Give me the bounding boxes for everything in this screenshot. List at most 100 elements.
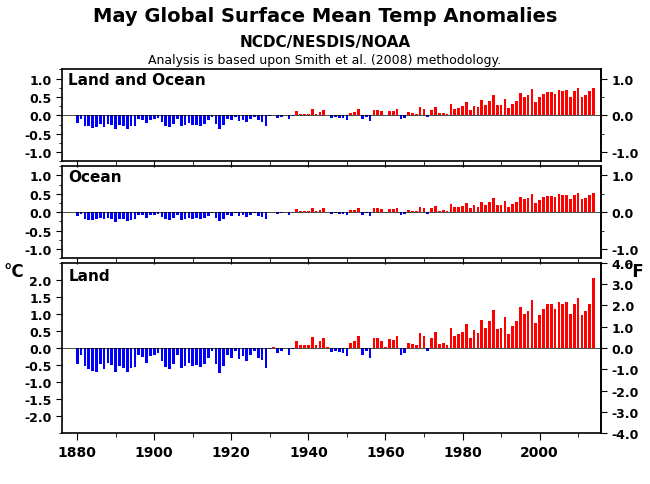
Bar (157, 348, 159, 353)
Bar (134, 348, 136, 368)
Bar (137, 212, 140, 215)
Bar (338, 212, 341, 214)
Bar (496, 106, 499, 116)
Bar (122, 212, 125, 220)
Bar (265, 116, 267, 127)
Bar (419, 333, 421, 348)
Bar (134, 116, 136, 126)
Bar (164, 116, 167, 127)
Bar (99, 348, 101, 364)
Bar (141, 116, 144, 121)
Bar (569, 200, 572, 212)
Bar (315, 346, 317, 348)
Bar (523, 200, 526, 212)
Bar (118, 116, 121, 126)
Bar (265, 212, 267, 220)
Bar (369, 348, 371, 359)
Bar (458, 208, 460, 212)
Bar (218, 212, 221, 222)
Bar (573, 92, 576, 116)
Bar (554, 197, 556, 212)
Bar (238, 348, 240, 359)
Bar (554, 309, 556, 348)
Bar (149, 348, 151, 356)
Text: Land: Land (68, 269, 110, 284)
Bar (261, 212, 263, 217)
Bar (195, 212, 198, 219)
Bar (245, 348, 248, 361)
Bar (450, 205, 452, 212)
Bar (114, 348, 117, 372)
Bar (558, 195, 560, 212)
Bar (434, 333, 437, 348)
Bar (484, 205, 487, 212)
Bar (122, 348, 125, 368)
Bar (87, 348, 90, 370)
Bar (350, 344, 352, 348)
Bar (311, 209, 313, 212)
Bar (307, 115, 310, 116)
Bar (534, 203, 537, 212)
Bar (361, 212, 364, 215)
Bar (473, 106, 475, 116)
Bar (76, 212, 79, 216)
Bar (242, 348, 244, 356)
Bar (461, 332, 464, 348)
Bar (176, 116, 179, 120)
Bar (407, 211, 410, 212)
Bar (230, 212, 233, 216)
Bar (157, 116, 159, 119)
Bar (103, 212, 105, 220)
Bar (592, 279, 595, 348)
Bar (296, 112, 298, 116)
Bar (430, 111, 433, 116)
Bar (303, 346, 306, 348)
Bar (546, 305, 549, 348)
Bar (554, 95, 556, 116)
Bar (288, 116, 291, 120)
Bar (558, 302, 560, 348)
Bar (461, 107, 464, 116)
Bar (419, 108, 421, 116)
Bar (538, 315, 541, 348)
Bar (426, 212, 429, 214)
Bar (396, 208, 398, 212)
Bar (588, 92, 591, 116)
Bar (422, 208, 425, 212)
Bar (211, 116, 213, 118)
Bar (534, 103, 537, 116)
Bar (480, 101, 483, 116)
Bar (480, 320, 483, 348)
Bar (434, 107, 437, 116)
Bar (519, 197, 522, 212)
Bar (512, 105, 514, 116)
Bar (488, 202, 491, 212)
Bar (508, 207, 510, 212)
Bar (272, 347, 275, 348)
Bar (99, 212, 101, 218)
Bar (222, 116, 225, 126)
Bar (426, 116, 429, 118)
Bar (392, 340, 395, 348)
Bar (180, 348, 183, 368)
Bar (492, 198, 495, 212)
Bar (180, 116, 183, 127)
Bar (261, 116, 263, 122)
Bar (118, 212, 121, 220)
Bar (257, 348, 259, 358)
Bar (512, 327, 514, 348)
Bar (83, 116, 86, 126)
Bar (566, 91, 568, 116)
Bar (376, 209, 379, 212)
Bar (191, 348, 194, 366)
Bar (330, 212, 333, 214)
Bar (442, 113, 445, 116)
Bar (226, 116, 229, 120)
Bar (318, 210, 321, 212)
Bar (95, 212, 98, 220)
Bar (476, 207, 479, 212)
Bar (350, 113, 352, 116)
Bar (164, 212, 167, 220)
Bar (137, 116, 140, 120)
Bar (176, 212, 179, 215)
